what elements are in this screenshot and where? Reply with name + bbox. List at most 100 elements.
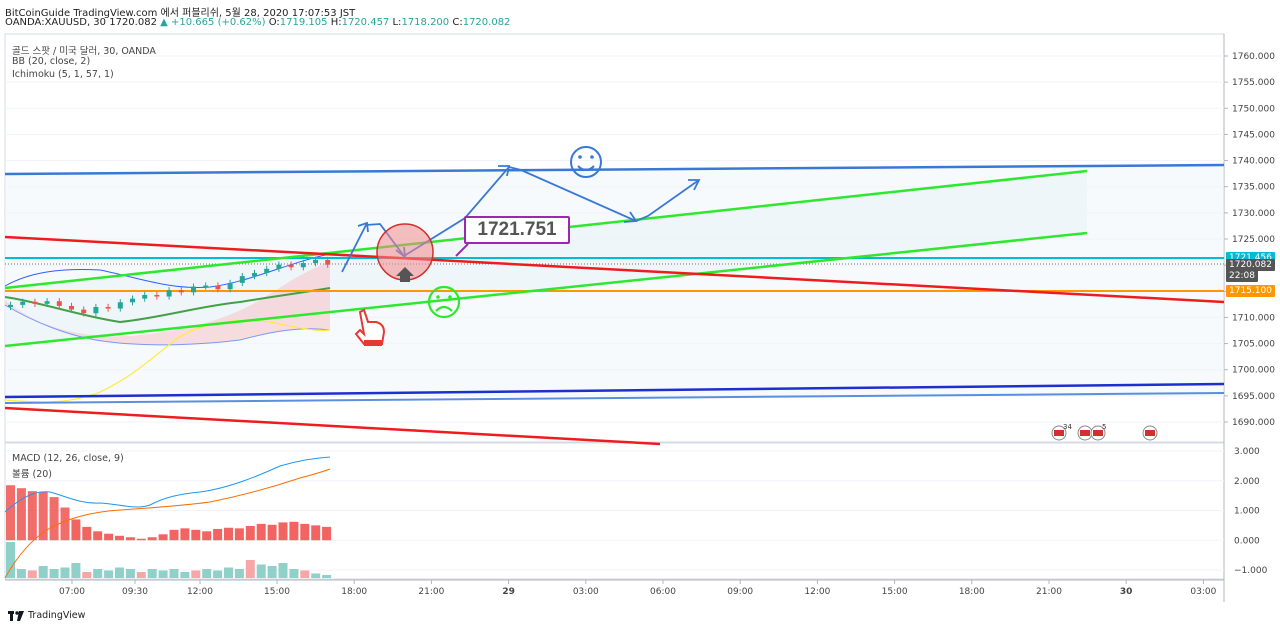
volume-bar: [71, 563, 81, 578]
calendar-badge: 5: [1102, 423, 1106, 431]
smiley-icon: [570, 146, 602, 178]
macd-bar: [202, 531, 212, 541]
macd-bar: [27, 491, 37, 541]
volume-bar: [6, 542, 15, 578]
macd-tick-label: 2.000: [1234, 477, 1260, 487]
frown-icon: [427, 285, 461, 319]
close-value: 1720.082: [462, 17, 511, 28]
macd-bar: [6, 485, 15, 541]
candle-body: [105, 306, 111, 309]
macd-bar: [16, 488, 26, 541]
price-tick-label: 1725.000: [1232, 235, 1275, 245]
bottom-lightblue-trendline[interactable]: [4, 392, 1225, 404]
price-tag: 1715.100: [1226, 284, 1275, 297]
up-arrow-icon: [396, 267, 414, 282]
time-tick-label: 15:00: [264, 587, 290, 597]
candle-body: [130, 298, 135, 303]
volume-bar: [202, 569, 212, 578]
price-tick-label: 1705.000: [1232, 340, 1275, 350]
macd-bar: [169, 529, 179, 541]
macd-bar: [49, 497, 59, 541]
volume-bar: [49, 569, 59, 578]
arrow-head-icon: [623, 211, 638, 223]
price-axis[interactable]: 1760.000 1755.000 1750.000 1745.000 1740.000…: [1224, 52, 1275, 428]
candle-body: [93, 306, 99, 314]
candle-body: [117, 302, 123, 309]
open-label: O:: [268, 17, 280, 28]
volume-bar: [180, 572, 190, 578]
time-tick-label: 12:00: [804, 587, 830, 597]
macd-bar: [300, 523, 310, 541]
price-callout[interactable]: 1721.751: [464, 216, 570, 244]
candle-body: [20, 301, 26, 305]
candle-body: [8, 304, 13, 307]
legend-macd[interactable]: MACD (12, 26, close, 9): [12, 453, 124, 464]
time-tick-label: 21:00: [418, 587, 444, 597]
macd-bar: [322, 526, 332, 541]
volume-bar: [115, 567, 124, 578]
volume-bar: [224, 567, 233, 578]
red-trendline[interactable]: [4, 235, 1225, 304]
volume-bar: [136, 572, 146, 578]
macd-tick-label: 0.000: [1234, 536, 1260, 546]
time-axis[interactable]: 07:00 09:30 12:00 15:00 18:00 21:00 29 03:00 06:…: [59, 580, 1217, 597]
macd-bar: [234, 528, 244, 541]
projection-arrow-path[interactable]: [341, 165, 700, 273]
candle-body: [32, 301, 38, 304]
arrow-head-icon: [498, 165, 511, 177]
volume-bar: [60, 567, 70, 578]
candle-body: [56, 301, 62, 306]
volume-bar: [278, 563, 288, 578]
macd-axis[interactable]: 3.000 2.000 1.000 0.000 −1.000: [1234, 447, 1268, 576]
arrow-head-icon: [688, 179, 701, 191]
price-tick-label: 1730.000: [1232, 209, 1275, 219]
time-tick-label: 15:00: [882, 587, 908, 597]
volume-bar: [256, 564, 266, 578]
macd-bar: [60, 507, 70, 541]
footer-brand: TradingView: [28, 610, 86, 621]
calendar-event-icons[interactable]: [1051, 425, 1158, 441]
tradingview-logo-icon: [8, 610, 24, 621]
lower-red-trendline[interactable]: [4, 406, 661, 446]
macd-bar: [104, 533, 114, 541]
time-tick-label: 18:00: [959, 587, 985, 597]
lower-green-trendline[interactable]: [4, 231, 1088, 348]
candle-body: [154, 294, 160, 297]
time-tick-label: 21:00: [1036, 587, 1062, 597]
macd-bar: [224, 527, 233, 541]
price-tick-label: 1745.000: [1232, 130, 1275, 140]
candle-body: [178, 290, 184, 293]
macd-tick-label: 1.000: [1234, 507, 1260, 517]
macd-bar: [278, 522, 288, 541]
price-tick-label: 1710.000: [1232, 313, 1275, 323]
open-value: 1719.105: [279, 17, 328, 28]
footer: TradingView: [8, 610, 85, 621]
candle-body: [252, 272, 257, 277]
candle-body: [276, 264, 282, 269]
candle-body: [239, 276, 245, 283]
macd-bar: [38, 492, 48, 541]
candle-body: [69, 305, 74, 310]
candle-body: [264, 268, 270, 273]
bollinger-basis: [4, 287, 331, 324]
price-tag: 1720.082: [1226, 258, 1275, 271]
bottom-blue-trendline[interactable]: [4, 382, 1225, 399]
volume-bar: [267, 566, 277, 578]
volume-bar: [169, 569, 179, 578]
macd-bar: [158, 534, 168, 541]
macd-bar: [136, 538, 146, 541]
legend-volume[interactable]: 볼륨 (20): [12, 469, 53, 480]
legend-ichimoku[interactable]: Ichimoku (5, 1, 57, 1): [12, 69, 114, 80]
candle-body: [288, 264, 294, 268]
publish-header: BitCoinGuide TradingView.com 에서 퍼블리쉬, 5월…: [5, 8, 356, 19]
legend-title[interactable]: 골드 스팟 / 미국 달러, 30, OANDA: [12, 46, 156, 57]
time-tick-label: 29: [502, 587, 515, 597]
upper-blue-trendline[interactable]: [4, 163, 1225, 176]
ichimoku-line: [4, 320, 331, 403]
volume-bar: [191, 570, 201, 578]
callout-pointer: [455, 243, 469, 257]
volume-bar: [158, 570, 168, 578]
pointing-hand-icon: [354, 308, 386, 346]
legend-bb[interactable]: BB (20, close, 2): [12, 56, 91, 67]
